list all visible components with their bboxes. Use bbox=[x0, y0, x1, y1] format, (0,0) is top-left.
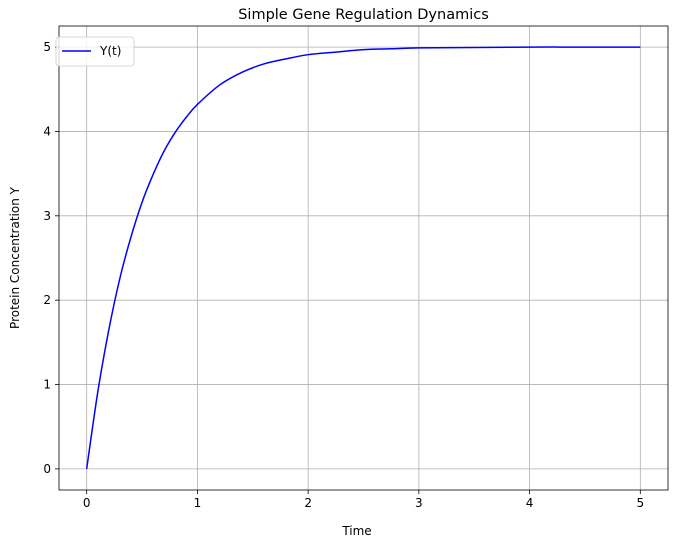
x-tick-label: 0 bbox=[83, 496, 91, 510]
x-tick-label: 5 bbox=[636, 496, 644, 510]
plot-frame bbox=[58, 25, 669, 491]
legend-box bbox=[55, 36, 135, 67]
ticks: 0 1 2 3 4 5 0 1 2 3 4 5 bbox=[43, 40, 644, 510]
y-tick-label: 1 bbox=[43, 378, 51, 392]
y-tick-label: 4 bbox=[43, 124, 51, 138]
x-tick-label: 4 bbox=[526, 496, 534, 510]
x-tick-label: 3 bbox=[415, 496, 423, 510]
chart-title: Simple Gene Regulation Dynamics bbox=[238, 7, 489, 23]
y-tick-label: 5 bbox=[43, 40, 51, 54]
legend: Y(t) bbox=[55, 36, 135, 67]
series-line-0 bbox=[85, 46, 641, 470]
grid bbox=[59, 26, 668, 490]
y-tick-label: 2 bbox=[43, 293, 51, 307]
series-layer bbox=[85, 46, 641, 470]
legend-label: Y(t) bbox=[99, 44, 121, 58]
x-tick-label: 1 bbox=[194, 496, 202, 510]
y-tick-label: 3 bbox=[43, 209, 51, 223]
x-tick-label: 2 bbox=[304, 496, 312, 510]
x-axis-label: Time bbox=[341, 524, 371, 538]
y-axis-label: Protein Concentration Y bbox=[8, 186, 22, 329]
y-tick-label: 0 bbox=[43, 462, 51, 476]
